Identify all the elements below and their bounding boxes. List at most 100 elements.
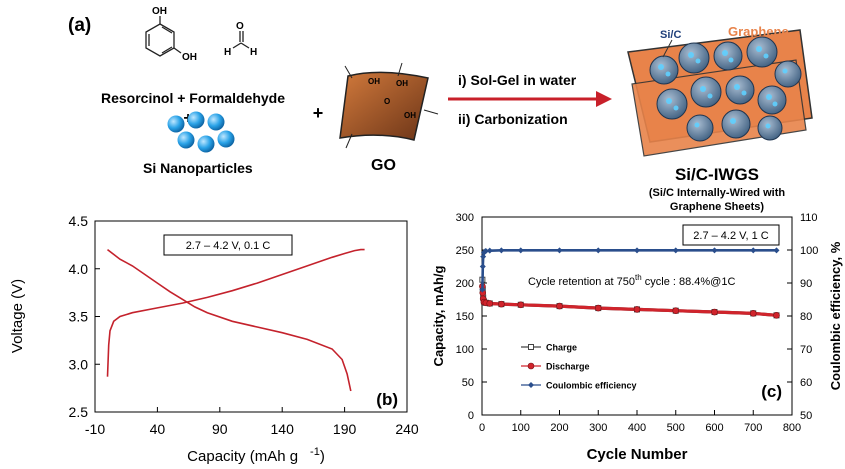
- coulombic-efficiency-point: [479, 286, 486, 293]
- coulombic-efficiency-point: [672, 247, 679, 254]
- go-group: OH: [368, 77, 380, 86]
- discharge-point: [486, 300, 494, 307]
- discharge-point: [672, 307, 680, 315]
- sic-sphere: [656, 88, 688, 120]
- chart-c-retention-sup: th: [635, 273, 642, 282]
- chart-c-y2-ticks: 50 60 70 80 90 100 110: [787, 212, 818, 422]
- chart-c-y-ticks: 0 50 100 150 200 250 300: [456, 212, 487, 422]
- x-tick-label: -10: [85, 421, 105, 437]
- formaldehyde-h-left: H: [224, 47, 231, 58]
- go-group: O: [384, 97, 390, 106]
- x-tick-label: 240: [395, 421, 419, 437]
- product-desc-1: (Si/C Internally-Wired with: [649, 187, 785, 199]
- chart-c-annotation-box: [682, 224, 780, 246]
- chart-b-series: [106, 248, 365, 392]
- si-particle: [217, 130, 235, 148]
- panel-c-chart: 0 50 100 150 200 250 300 50 60 70 80 90 100 110 0 100…: [431, 212, 843, 463]
- coulombic-efficiency-point: [750, 247, 757, 254]
- sic-label: Si/C: [660, 29, 681, 41]
- sic-sphere: [757, 85, 787, 115]
- sic-iwgs-illustration: [627, 29, 813, 157]
- legend-marker-coulombic-efficiency: [528, 382, 534, 388]
- chart-b-xlabel-main: Capacity (mAh g: [187, 448, 298, 465]
- y-tick-label: 3.5: [69, 309, 89, 325]
- sic-sphere: [746, 36, 778, 68]
- sic-sphere: [690, 76, 722, 108]
- x-tick-label: 200: [550, 422, 568, 434]
- x-tick-label: 100: [512, 422, 530, 434]
- x-tick-label: 190: [333, 421, 357, 437]
- legend-marker-charge: [528, 344, 534, 350]
- discharge-point: [498, 300, 505, 308]
- chart-b-xlabel-end: ): [320, 448, 325, 465]
- discharge-point: [711, 308, 718, 316]
- discharge-line: [480, 286, 777, 317]
- discharge-point: [594, 304, 602, 312]
- coulombic-efficiency-point: [486, 247, 493, 254]
- legend-marker-discharge: [527, 362, 535, 370]
- sic-sphere: [678, 42, 710, 74]
- si-particle: [177, 131, 195, 149]
- x-tick-label: 700: [744, 422, 762, 434]
- si-particle: [167, 115, 185, 133]
- discharge-point: [633, 306, 641, 313]
- y2-tick-label: 70: [800, 344, 812, 356]
- discharge-point: [556, 302, 563, 310]
- chart-c-series: [479, 247, 780, 319]
- discharge-curve: [107, 248, 352, 392]
- chart-b-xlabel-sup: -1: [310, 446, 320, 458]
- chart-c-retention-main: Cycle retention at 750: [528, 276, 635, 288]
- si-nanoparticles: [167, 111, 235, 153]
- x-tick-label: 400: [628, 422, 646, 434]
- chart-b-y-ticks: 2.5 3.0 3.5 4.0 4.5: [69, 213, 100, 420]
- coulombic-efficiency-point: [517, 247, 524, 254]
- x-tick-label: 500: [667, 422, 685, 434]
- chart-b-xlabel: Capacity (mAh g -1): [187, 446, 325, 465]
- si-particle: [207, 113, 225, 131]
- chart-b-annotation-box: [163, 234, 293, 256]
- y-tick-label: 150: [456, 311, 474, 323]
- chart-c-annotation: 2.7 – 4.2 V, 1 C: [693, 230, 768, 242]
- coulombic-efficiency-point: [634, 247, 640, 254]
- sic-sphere: [725, 75, 755, 105]
- coulombic-efficiency-point: [498, 247, 505, 254]
- sic-spheres: [649, 36, 802, 142]
- chart-c-panel-label: (c): [761, 382, 782, 401]
- sic-sphere: [713, 41, 743, 71]
- si-particle: [197, 135, 215, 153]
- product-desc-2: Graphene Sheets): [670, 201, 764, 213]
- x-tick-label: 140: [271, 421, 295, 437]
- go-group: OH: [404, 111, 416, 120]
- chart-c-x-ticks: 0 100 200 300 400 500 600 700 800: [479, 410, 801, 434]
- go-group: OH: [396, 79, 408, 88]
- sic-sphere: [774, 60, 802, 88]
- sic-sphere: [757, 115, 783, 141]
- y-tick-label: 300: [456, 212, 474, 224]
- panel-a-label: (a): [68, 15, 91, 36]
- x-tick-label: 0: [479, 422, 485, 434]
- coulombic-efficiency-point: [482, 247, 489, 254]
- reaction-arrow: [448, 91, 612, 107]
- coulombic-efficiency-point: [480, 253, 487, 260]
- chart-c-ylabel: Capacity, mAh/g: [431, 265, 446, 366]
- legend-label-charge: Charge: [546, 343, 577, 353]
- x-tick-label: 300: [589, 422, 607, 434]
- formaldehyde-h-right: H: [250, 47, 257, 58]
- chart-c-xlabel: Cycle Number: [587, 446, 688, 463]
- go-label: GO: [371, 157, 396, 174]
- chart-b-panel-label: (b): [376, 390, 398, 409]
- y-tick-label: 2.5: [69, 404, 89, 420]
- plus-sign-2: +: [313, 103, 324, 123]
- formaldehyde-structure: [232, 31, 250, 49]
- chart-c-retention-end: cycle : 88.4%@1C: [642, 276, 736, 288]
- si-label: Si Nanoparticles: [143, 160, 253, 176]
- y-tick-label: 0: [468, 410, 474, 422]
- y2-tick-label: 60: [800, 377, 812, 389]
- coulombic-efficiency-point: [479, 263, 486, 270]
- y2-tick-label: 90: [800, 278, 812, 290]
- chart-b-annotation: 2.7 – 4.2 V, 0.1 C: [186, 240, 271, 252]
- chart-b-x-ticks: -10 40 90 140 190 240: [85, 407, 419, 437]
- sic-sphere: [686, 114, 714, 142]
- graphene-label: Graphene: [728, 24, 789, 39]
